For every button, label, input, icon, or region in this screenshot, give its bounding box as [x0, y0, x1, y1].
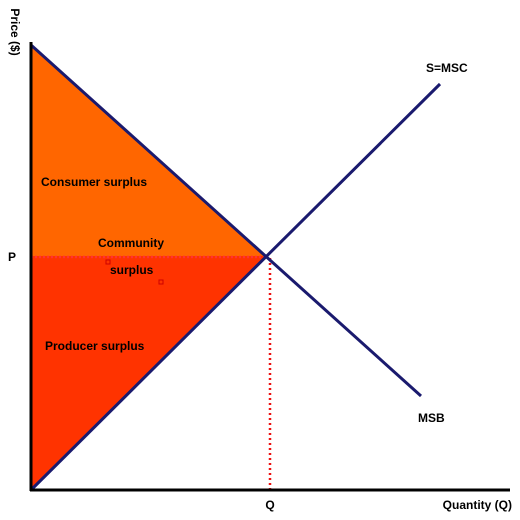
y-axis-label: Price ($)	[8, 8, 22, 55]
price-label: P	[8, 250, 16, 264]
community-surplus-label: Community	[98, 236, 164, 250]
marker	[158, 279, 164, 285]
supply-label: S=MSC	[426, 61, 468, 75]
supply-curve	[29, 82, 442, 492]
demand-label: MSB	[418, 411, 445, 425]
community-surplus-label: surplus	[110, 263, 154, 277]
producer-surplus-label: Producer surplus	[45, 339, 145, 353]
x-axis-label: Quantity (Q)	[443, 498, 512, 512]
consumer-surplus-label: Consumer surplus	[41, 175, 147, 189]
marker	[105, 259, 111, 265]
demand-curve	[29, 43, 423, 398]
quantity-label: Q	[265, 498, 274, 512]
